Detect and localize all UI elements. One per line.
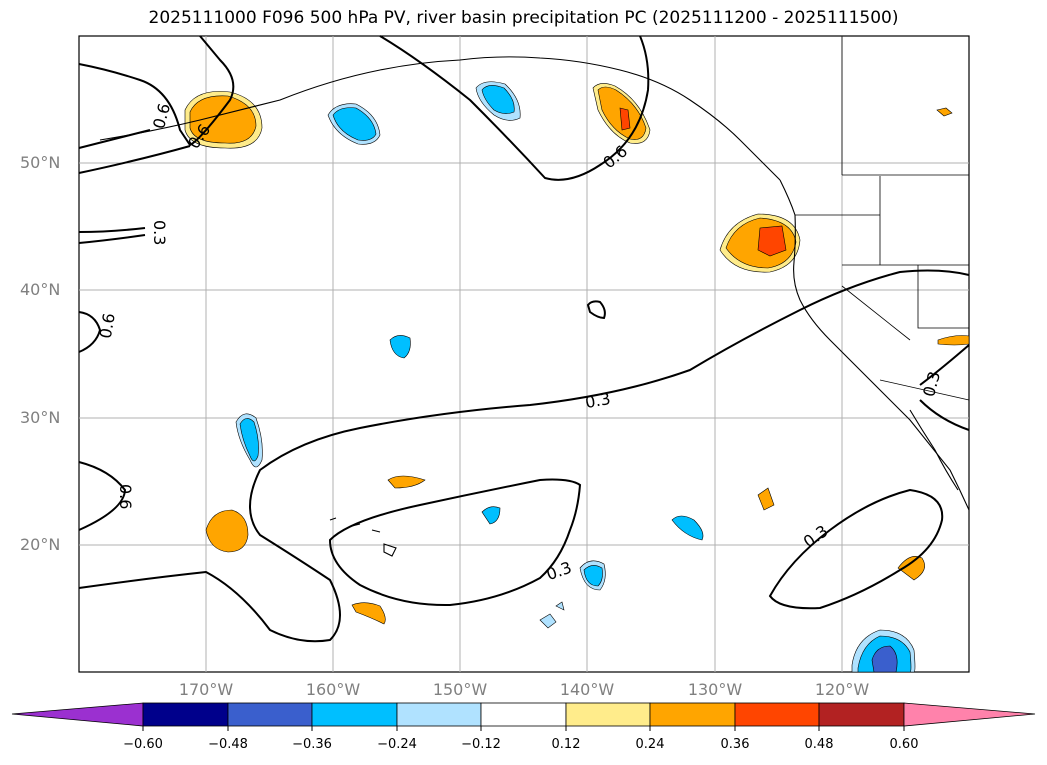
colorbar-tick-label: 0.60 <box>889 737 919 752</box>
precip-patch-positive <box>937 335 970 346</box>
contour-label: 0.6 <box>116 484 135 509</box>
lat-label-40n: 40°N <box>20 280 61 299</box>
pv-contour-03-island <box>586 300 606 320</box>
precip-patch-positive <box>897 556 925 581</box>
precip-patch-negative <box>481 85 515 114</box>
us-west-coast <box>793 214 970 511</box>
colorbar-tick-label: 0.12 <box>551 737 581 752</box>
state-borders <box>795 176 970 401</box>
precip-patch-negative <box>671 515 704 541</box>
colorbar-extend-low <box>11 702 144 727</box>
colorbar-tick-label: 0.48 <box>804 737 834 752</box>
colorbar-extend-high <box>903 702 1036 727</box>
colorbar-segment <box>396 702 482 727</box>
precip-patch-positive <box>189 95 257 144</box>
colorbar-segment <box>565 702 651 727</box>
pv-contour-06-nw <box>78 129 191 174</box>
lon-label-170w: 170°W <box>178 680 234 699</box>
lon-label-140w: 140°W <box>559 680 615 699</box>
precip-patch-positive <box>757 487 775 511</box>
colorbar-tick-label: −0.24 <box>377 737 417 752</box>
map-title: 2025111000 F096 500 hPa PV, river basin … <box>148 8 899 28</box>
lon-label-120w: 120°W <box>814 680 870 699</box>
contour-label: 0.6 <box>96 312 119 340</box>
colorbar-segment <box>480 702 567 727</box>
canada-coast <box>779 179 796 216</box>
colorbar-segment <box>311 702 398 727</box>
coastlines <box>99 56 970 557</box>
lat-label-30n: 30°N <box>20 408 61 427</box>
alaska-coast <box>99 56 781 181</box>
colorbar-tick-label: −0.48 <box>208 737 248 752</box>
precip-patch-positive <box>351 602 386 625</box>
contour-label: 0.3 <box>584 389 612 412</box>
pv-contour-03-coast <box>919 344 970 431</box>
pv-contour-06-southwest <box>78 461 127 531</box>
precip-patch-negative <box>389 335 411 359</box>
lon-label-150w: 150°W <box>432 680 488 699</box>
contour-label: 0.3 <box>150 220 169 245</box>
colorbar-tick-label: −0.12 <box>461 737 501 752</box>
pv-contour-06-mid <box>379 35 650 181</box>
precip-patch-negative <box>555 601 565 611</box>
precip-patch-negative <box>332 107 377 141</box>
colorbar-segment <box>142 702 229 727</box>
precip-patch-positive <box>757 225 787 257</box>
lat-label-50n: 50°N <box>20 153 61 172</box>
pv-contour-06-north <box>78 35 235 147</box>
colorbar-segment <box>649 702 736 727</box>
pv-contour-03-east <box>768 488 944 610</box>
precip-patches <box>184 81 970 673</box>
colorbar-segment <box>818 702 905 727</box>
precip-patch-positive <box>619 107 631 131</box>
precip-patch-negative <box>583 565 603 587</box>
precip-patch-positive <box>936 107 953 117</box>
lon-label-130w: 130°W <box>687 680 743 699</box>
precip-patch-negative <box>539 613 557 629</box>
precip-patch-negative <box>871 645 898 673</box>
lat-label-20n: 20°N <box>20 535 61 554</box>
colorbar-segment <box>734 702 820 727</box>
colorbar-tick-label: −0.60 <box>123 737 163 752</box>
borders <box>795 36 970 401</box>
precip-patch-positive <box>205 509 249 553</box>
colorbar-tick-label: 0.36 <box>720 737 750 752</box>
pv-contours <box>78 35 970 643</box>
precip-patch-negative <box>239 418 259 462</box>
baja-coast <box>909 409 959 491</box>
colorbar-segment <box>227 702 313 727</box>
pv-contour-06-west2 <box>78 311 102 353</box>
colorbar <box>11 702 1036 727</box>
pv-contour-03-central <box>328 478 582 607</box>
pv-contour-03-main <box>78 269 970 643</box>
hawaii-islands <box>329 517 397 557</box>
colorbar-ticks <box>142 726 905 731</box>
lon-label-160w: 160°W <box>305 680 361 699</box>
precip-patch-negative <box>481 506 501 525</box>
precip-patch-positive <box>387 475 426 489</box>
colorbar-tick-label: −0.36 <box>292 737 332 752</box>
colorbar-tick-label: 0.24 <box>635 737 665 752</box>
pv-contour-03-west <box>78 227 146 244</box>
